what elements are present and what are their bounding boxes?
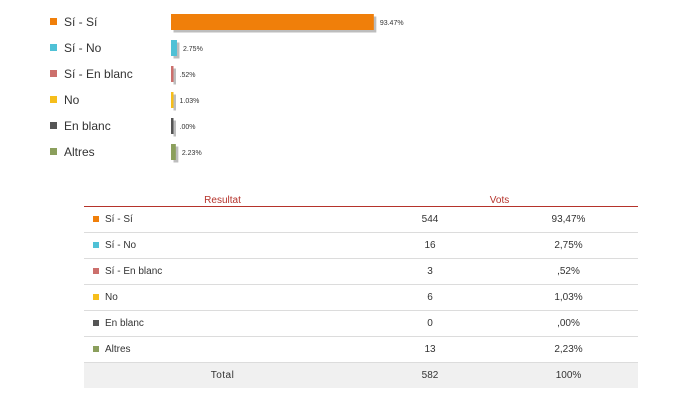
bar-value-label: .00% (180, 124, 196, 131)
bar-value-label: .52% (180, 72, 196, 79)
table-row: No 6 1,03% (84, 284, 638, 311)
legend-swatch (93, 294, 99, 301)
bar-value-label: 2.75% (183, 46, 203, 53)
total-label: Total (84, 362, 361, 388)
legend-swatch (93, 320, 99, 327)
legend-label: Sí - Sí (64, 15, 98, 29)
legend-swatch (50, 18, 57, 25)
bar-value-label: 2.23% (182, 150, 202, 157)
bar (171, 144, 176, 160)
row-percent: ,52% (499, 258, 638, 285)
row-label-cell: Sí - En blanc (84, 258, 361, 285)
legend-label: Sí - No (64, 41, 102, 55)
row-label: Sí - No (105, 240, 137, 251)
legend-swatch (93, 216, 99, 223)
legend-swatch (50, 148, 57, 155)
table-total-row: Total 582 100% (84, 362, 638, 388)
bar-shadow (173, 120, 176, 137)
row-label: Altres (105, 344, 131, 355)
bar-value-label: 1.03% (180, 98, 200, 105)
table-row: Sí - No 16 2,75% (84, 232, 638, 259)
table-row: Sí - Sí 544 93,47% (84, 206, 638, 233)
row-votes: 6 (361, 284, 499, 311)
legend-swatch (93, 242, 99, 249)
bar (171, 118, 174, 134)
row-votes: 3 (361, 258, 499, 285)
legend-label: Sí - En blanc (64, 67, 133, 81)
row-percent: 1,03% (499, 284, 638, 311)
bar (171, 92, 174, 108)
row-label-cell: Sí - Sí (84, 206, 361, 233)
row-votes: 13 (361, 336, 499, 363)
row-percent: 93,47% (499, 206, 638, 233)
row-percent: 2,75% (499, 232, 638, 259)
table-row: En blanc 0 ,00% (84, 310, 638, 337)
header-votes: Vots (361, 192, 638, 207)
legend-swatch (50, 70, 57, 77)
bar-shadow (173, 94, 176, 111)
bar-value-label: 93.47% (380, 20, 404, 27)
total-votes: 582 (361, 362, 499, 388)
bar (171, 14, 374, 30)
legend-swatch (50, 122, 57, 129)
row-votes: 544 (361, 206, 499, 233)
bar-shadow (173, 68, 176, 85)
table-header-row: Resultat Vots (84, 192, 638, 207)
bar-chart: Sí - Sí 93.47% Sí - No 2.75% Sí - En blanc .5… (50, 14, 404, 163)
table-row: Altres 13 2,23% (84, 336, 638, 363)
total-percent: 100% (499, 362, 638, 388)
row-label: En blanc (105, 318, 144, 329)
header-result: Resultat (84, 192, 361, 207)
legend-swatch (93, 346, 99, 353)
table-row: Sí - En blanc 3 ,52% (84, 258, 638, 285)
row-label-cell: En blanc (84, 310, 361, 337)
row-percent: ,00% (499, 310, 638, 337)
bar (171, 66, 174, 82)
row-percent: 2,23% (499, 336, 638, 363)
row-label: Sí - Sí (105, 214, 133, 225)
row-votes: 16 (361, 232, 499, 259)
legend-swatch (50, 96, 57, 103)
bar-shadow (173, 146, 179, 163)
row-label: Sí - En blanc (105, 266, 163, 277)
row-label-cell: No (84, 284, 361, 311)
row-label-cell: Altres (84, 336, 361, 363)
legend-label: No (64, 93, 80, 107)
row-label: No (105, 292, 118, 303)
legend-label: Altres (64, 145, 95, 159)
legend-swatch (50, 44, 57, 51)
row-votes: 0 (361, 310, 499, 337)
bar (171, 40, 177, 56)
row-label-cell: Sí - No (84, 232, 361, 259)
results-table: Resultat Vots Sí - Sí 544 93,47% Sí - No… (84, 192, 638, 388)
legend-label: En blanc (64, 119, 111, 133)
legend-swatch (93, 268, 99, 275)
